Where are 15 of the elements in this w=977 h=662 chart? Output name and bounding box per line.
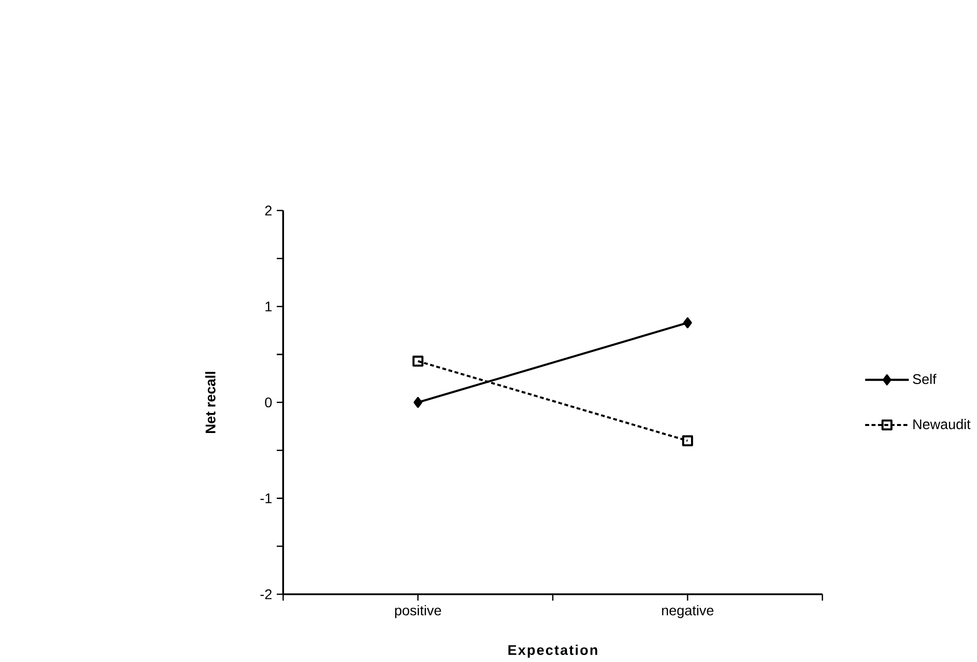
x-axis-title: Expectation xyxy=(508,644,598,658)
point xyxy=(412,356,424,367)
y-tick-label: 0 xyxy=(265,397,272,408)
point xyxy=(683,317,692,328)
point xyxy=(414,396,422,408)
y-tick-label: -2 xyxy=(260,589,272,600)
y-tick-label: 1 xyxy=(266,302,272,312)
y-axis-title: Net recall xyxy=(205,372,216,433)
legend-label: Newaudit xyxy=(913,418,971,430)
x-tick-label: negative xyxy=(662,605,714,618)
y-tick-label: -1 xyxy=(260,494,272,504)
legend-label: Self xyxy=(912,374,936,384)
y-tick-label: 2 xyxy=(265,206,272,216)
x-tick-label: positive xyxy=(395,605,442,618)
point xyxy=(682,435,694,446)
